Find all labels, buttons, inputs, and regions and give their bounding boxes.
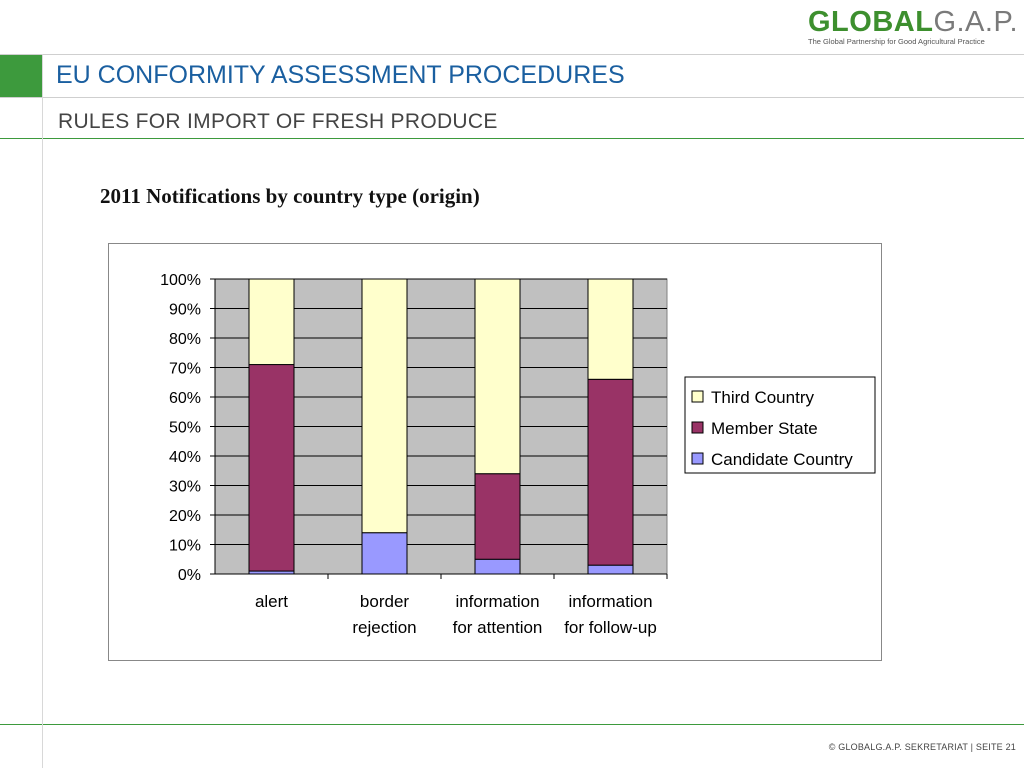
globalgap-logo: GLOBALG.A.P. The Global Partnership for … bbox=[808, 6, 1018, 50]
y-tick-label: 70% bbox=[169, 361, 201, 378]
y-tick-label: 100% bbox=[160, 272, 201, 289]
logo-tagline: The Global Partnership for Good Agricult… bbox=[808, 37, 985, 46]
y-tick-label: 20% bbox=[169, 508, 201, 525]
header-divider-bottom bbox=[0, 138, 1024, 139]
bar-member-state bbox=[587, 378, 634, 566]
left-margin-line bbox=[42, 54, 43, 768]
bar-candidate-country bbox=[587, 564, 634, 575]
legend-swatch bbox=[691, 452, 704, 465]
page-title: EU CONFORMITY ASSESSMENT PROCEDURES bbox=[56, 61, 625, 89]
bar-third-country bbox=[474, 278, 521, 475]
legend-swatch bbox=[691, 390, 704, 403]
accent-block bbox=[0, 55, 42, 97]
header-divider-middle bbox=[0, 97, 1024, 98]
x-category-label: for follow-up bbox=[564, 618, 657, 637]
y-tick-label: 10% bbox=[169, 538, 201, 555]
legend-swatch bbox=[691, 421, 704, 434]
header-divider-top bbox=[0, 54, 1024, 55]
y-tick-label: 90% bbox=[169, 302, 201, 319]
bar-member-state bbox=[248, 364, 295, 572]
footer-text: © GLOBALG.A.P. SEKRETARIAT | SEITE 21 bbox=[828, 742, 1016, 752]
legend-label: Third Country bbox=[711, 388, 814, 407]
y-tick-label: 50% bbox=[169, 420, 201, 437]
x-category-label: border bbox=[360, 592, 409, 611]
bar-candidate-country bbox=[361, 532, 408, 575]
bar-candidate-country bbox=[474, 558, 521, 575]
y-tick-label: 80% bbox=[169, 331, 201, 348]
legend-label: Candidate Country bbox=[711, 450, 853, 469]
x-category-label: alert bbox=[255, 592, 288, 611]
x-category-label: information bbox=[568, 592, 652, 611]
bar-third-country bbox=[361, 278, 408, 534]
logo-wordmark: GLOBALG.A.P. bbox=[808, 6, 1019, 38]
bar-third-country bbox=[587, 278, 634, 380]
chart-title: 2011 Notifications by country type (orig… bbox=[100, 184, 480, 208]
stacked-bar-chart: 0% 10% 20% 30% 40% 50% 60% 70% 80% 90% 100% alert bo… bbox=[160, 272, 876, 637]
y-tick-label: 0% bbox=[178, 567, 201, 584]
chart-frame: 0% 10% 20% 30% 40% 50% 60% 70% 80% 90% 100% alert bo… bbox=[108, 243, 882, 661]
bar-member-state bbox=[474, 473, 521, 560]
bar-third-country bbox=[248, 278, 295, 366]
y-tick-label: 30% bbox=[169, 479, 201, 496]
y-tick-label: 60% bbox=[169, 390, 201, 407]
legend-box bbox=[684, 376, 876, 474]
x-category-label: for attention bbox=[453, 618, 543, 637]
x-category-label: rejection bbox=[352, 618, 416, 637]
y-tick-label: 40% bbox=[169, 449, 201, 466]
page-subtitle: RULES FOR IMPORT OF FRESH PRODUCE bbox=[58, 110, 498, 133]
legend-label: Member State bbox=[711, 419, 818, 438]
x-category-label: information bbox=[455, 592, 539, 611]
footer-divider bbox=[0, 724, 1024, 725]
